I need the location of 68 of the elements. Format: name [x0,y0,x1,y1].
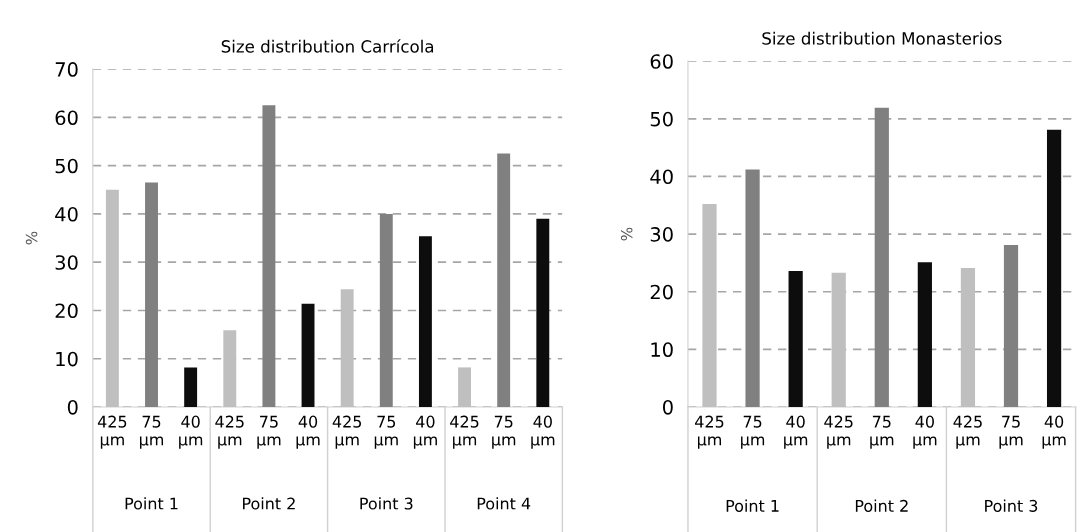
text: Point 3 [985,499,1038,512]
bar [105,189,119,407]
y-tick-label: 40 [55,206,78,222]
bar [1003,245,1019,407]
x-tick-label: 40 µm [531,415,555,449]
y-tick-label: 0 [662,399,673,415]
bar [702,204,717,407]
bar [831,272,846,407]
bar [497,153,511,407]
x-tick-label: 425 µm [695,415,724,449]
y-tick-label: 20 [650,284,673,300]
x-tick-label: 40 µm [784,415,808,449]
bar [960,268,976,407]
x-tick-label: 40 µm [296,415,320,449]
x-tick-label: 425 µm [332,415,362,449]
x-tick-label: 75 µm [257,415,281,449]
x-tick-label: 425 µm [824,415,853,449]
bar [145,182,158,407]
y-tick-label: 20 [55,303,78,319]
y-axis-title: % [620,227,633,241]
y-tick-label: 70 [55,62,78,77]
text: Point 1 [726,499,779,512]
bar [223,330,237,407]
x-tick-label: 425 µm [215,415,244,449]
bar [1046,129,1062,407]
x-tick-label: 75 µm [741,415,765,449]
x-tick-label: 75 µm [492,415,516,449]
x-tick-label: 40 µm [1042,415,1066,449]
bar [788,270,803,407]
x-tick-label: 425 µm [97,415,127,449]
chart-title: Size distribution Carrícola [221,39,434,53]
x-tick-label: 75 µm [374,415,398,449]
x-tick-label: 75 µm [999,415,1023,449]
x-tick-label: 40 µm [413,415,437,449]
x-tick-label: 40 µm [179,415,203,449]
y-tick-label: 10 [651,342,673,358]
bar [418,236,432,407]
x-tick-label: 40 µm [913,415,937,449]
y-tick-label: 60 [55,110,78,126]
y-tick-label: 0 [67,399,78,415]
y-tick-label: 60 [650,54,673,69]
bar [874,107,889,407]
x-tick-label: 75 µm [140,415,164,449]
bar [458,367,472,407]
x-tick-label: 425 µm [953,415,982,449]
y-axis-title: % [25,231,38,245]
bar [536,218,550,407]
text: Point 1 [125,497,178,510]
text: Point 4 [477,497,531,510]
bar [184,367,198,407]
y-tick-label: 40 [650,169,673,185]
text: Point 2 [855,499,908,512]
chart-title: Size distribution Monasterios [762,31,1002,45]
text: Point 2 [243,497,295,510]
y-tick-label: 50 [55,158,78,174]
x-tick-label: 425 µm [450,415,479,449]
bar [262,105,276,407]
bar [917,262,932,407]
bar [340,289,354,407]
y-tick-label: 10 [56,351,78,367]
bar [745,169,760,407]
y-tick-label: 30 [650,227,673,242]
x-tick-label: 75 µm [870,415,894,449]
bar [379,213,393,407]
y-tick-label: 50 [650,111,673,127]
y-tick-label: 30 [55,255,78,270]
text: Point 3 [360,497,413,510]
bar [301,303,315,407]
